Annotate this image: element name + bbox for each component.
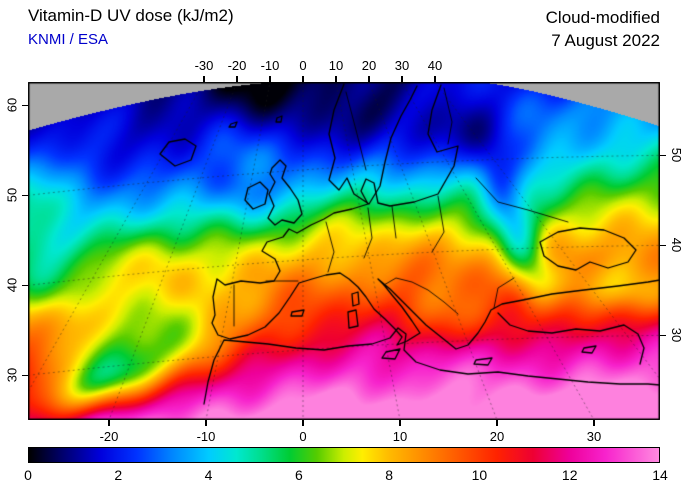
- colorbar-tick-label: 6: [294, 467, 303, 483]
- right-axis-tick-label: 50: [668, 148, 684, 163]
- bottom-axis-tick: [302, 420, 304, 426]
- colorbar-tick-label: 0: [24, 467, 32, 483]
- top-axis-tick: [203, 76, 205, 82]
- left-axis-tick: [22, 284, 28, 287]
- figure-title: Vitamin-D UV dose (kJ/m2): [28, 6, 234, 25]
- colorbar-gradient: [28, 447, 660, 463]
- uv-dose-map-canvas: [28, 82, 660, 420]
- left-axis-tick: [22, 104, 28, 107]
- bottom-axis-tick-label: 10: [392, 429, 408, 444]
- top-axis-tick-label: -20: [227, 58, 247, 73]
- colorbar-tick-label: 8: [385, 467, 394, 483]
- right-axis-tick: [660, 334, 666, 337]
- bottom-axis-tick: [108, 420, 110, 426]
- top-axis-tick-label: 40: [427, 58, 443, 73]
- bottom-axis-tick: [496, 420, 498, 426]
- right-axis-tick-label: 30: [668, 328, 684, 343]
- top-axis-tick: [434, 76, 436, 82]
- figure-date: 7 August 2022: [551, 31, 660, 50]
- top-axis-tick: [368, 76, 370, 82]
- top-axis-tick-label: -10: [260, 58, 280, 73]
- bottom-axis-tick-label: 0: [299, 429, 307, 444]
- bottom-axis-tick-label: -10: [196, 429, 216, 444]
- top-axis-tick-label: -30: [194, 58, 214, 73]
- left-axis-tick-label: 40: [4, 278, 20, 293]
- figure-credit: KNMI / ESA: [28, 31, 109, 48]
- figure-mode: Cloud-modified: [545, 8, 660, 27]
- bottom-axis-tick: [399, 420, 401, 426]
- top-axis-tick-label: 30: [394, 58, 410, 73]
- top-axis-tick: [269, 76, 271, 82]
- colorbar-tick-label: 4: [204, 467, 213, 483]
- map-panel: -30 -20 -10 0 10 20 30 40 -20 -10 0 10 20 30 60 50 40 30 5…: [4, 58, 683, 444]
- top-axis-tick: [335, 76, 337, 82]
- top-axis-tick: [401, 76, 403, 82]
- left-axis-tick: [22, 194, 28, 197]
- colorbar-tick-label: 14: [652, 467, 668, 483]
- colorbar-tick-label: 12: [561, 467, 578, 483]
- bottom-axis-tick-label: -20: [99, 429, 119, 444]
- top-axis-tick-label: 0: [299, 58, 307, 73]
- colorbar-tick-label: 2: [114, 467, 123, 483]
- colorbar-panel: 0 2 4 6 8 10 12 14: [24, 447, 668, 483]
- colorbar-tick-label: 10: [471, 467, 488, 483]
- right-axis-tick-label: 40: [668, 238, 684, 253]
- header-right: Cloud-modified 7 August 2022: [546, 6, 660, 52]
- left-axis-tick: [22, 374, 28, 377]
- top-axis-tick-label: 10: [328, 58, 344, 73]
- top-axis-tick: [302, 76, 304, 82]
- right-axis-tick: [660, 244, 666, 247]
- bottom-axis-tick: [205, 420, 207, 426]
- left-axis-tick-label: 60: [4, 98, 20, 113]
- left-axis-tick-label: 50: [4, 188, 20, 203]
- bottom-axis-tick: [593, 420, 595, 426]
- top-axis-tick-label: 20: [361, 58, 377, 73]
- right-axis-tick: [660, 154, 666, 157]
- left-axis-tick-label: 30: [4, 368, 20, 383]
- bottom-axis-tick-label: 20: [489, 429, 505, 444]
- top-axis-tick: [236, 76, 238, 82]
- bottom-axis-tick-label: 30: [586, 429, 602, 444]
